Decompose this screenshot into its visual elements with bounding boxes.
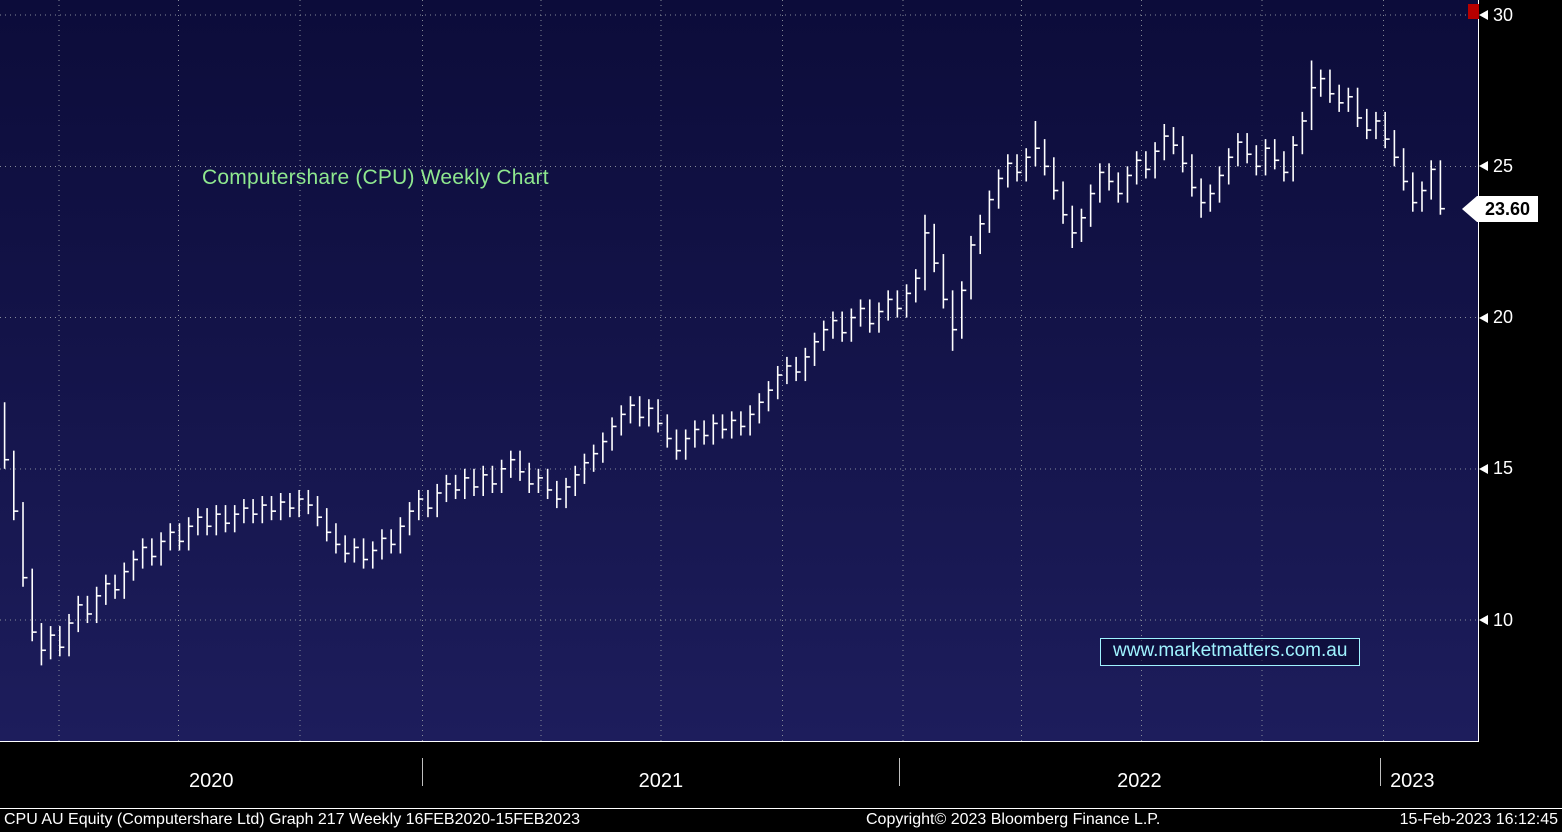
- footer-divider: [0, 808, 1562, 809]
- y-tick-label: 15: [1493, 458, 1514, 479]
- x-year-divider: [1379, 758, 1381, 786]
- plot-area: Computershare (CPU) Weekly Chart www.mar…: [0, 0, 1479, 742]
- price-axis: 10 15 20 25 30: [1479, 0, 1562, 741]
- price-bars: [3, 60, 1445, 666]
- x-year-label: 2020: [188, 770, 234, 792]
- y-tick-label: 20: [1493, 307, 1514, 328]
- y-tick-arrow-icon: [1479, 161, 1488, 172]
- last-price-label: 23.60: [1477, 195, 1539, 222]
- x-year-label: 2021: [638, 770, 684, 792]
- footer-copyright: Copyright© 2023 Bloomberg Finance L.P.: [866, 811, 1161, 828]
- y-tick: 30: [1479, 5, 1513, 25]
- x-year-label: 2022: [1117, 770, 1162, 792]
- x-year-divider: [422, 758, 424, 786]
- y-tick: 15: [1479, 458, 1514, 479]
- axis-red-marker: [1468, 4, 1481, 19]
- y-tick: 10: [1479, 610, 1513, 630]
- y-tick: 20: [1479, 307, 1514, 328]
- chart-title: Computershare (CPU) Weekly Chart: [202, 166, 549, 189]
- x-axis-band: 2020 2021 2022 2023: [0, 742, 1562, 808]
- y-tick-arrow-icon: [1479, 615, 1488, 626]
- y-tick-arrow-icon: [1479, 312, 1488, 323]
- y-tick-label: 25: [1493, 155, 1514, 176]
- footer: CPU AU Equity (Computershare Ltd) Graph …: [0, 811, 1562, 832]
- watermark-url: www.marketmatters.com.au: [1100, 638, 1361, 666]
- footer-security-info: CPU AU Equity (Computershare Ltd) Graph …: [4, 811, 580, 828]
- x-year-divider: [899, 758, 901, 786]
- price-chart-svg: [0, 0, 1478, 741]
- y-tick-arrow-icon: [1479, 463, 1488, 474]
- y-tick-label: 10: [1493, 609, 1514, 630]
- footer-timestamp: 15-Feb-2023 16:12:45: [1399, 811, 1558, 828]
- y-tick-label: 30: [1493, 4, 1514, 25]
- y-tick: 25: [1479, 156, 1513, 176]
- last-price-tag: 23.60: [1462, 195, 1539, 222]
- price-tag-arrow-icon: [1462, 195, 1477, 222]
- y-tick-arrow-icon: [1479, 10, 1488, 21]
- gridlines: [0, 0, 1478, 741]
- x-year-label: 2023: [1390, 770, 1435, 792]
